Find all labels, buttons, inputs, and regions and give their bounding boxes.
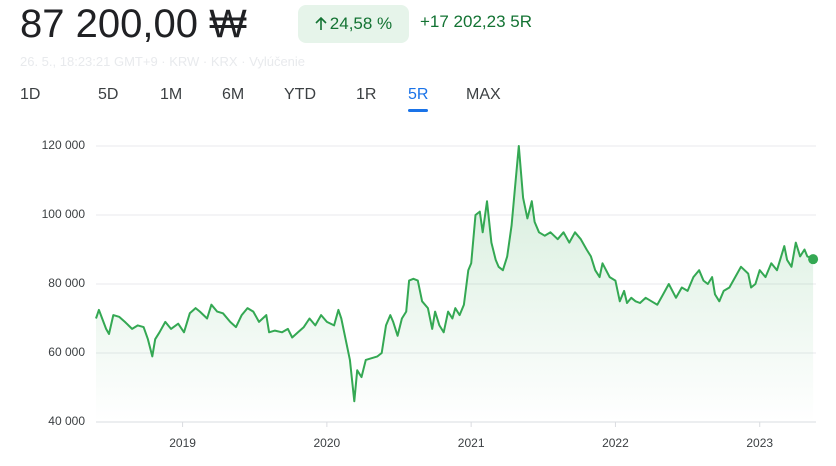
tab-slot: 5R xyxy=(408,84,466,112)
y-tick-label: 40 000 xyxy=(48,414,85,428)
tab-slot: 5D xyxy=(98,84,160,110)
y-tick-label: 60 000 xyxy=(48,345,85,359)
range-tab[interactable]: MAX xyxy=(466,86,501,103)
range-tab[interactable]: YTD xyxy=(284,86,316,103)
range-tab[interactable]: 1R xyxy=(356,86,377,103)
tab-slot: 1R xyxy=(356,84,408,110)
tab-slot: 1D xyxy=(20,84,98,110)
tab-slot: 6M xyxy=(222,84,284,110)
area xyxy=(96,146,814,422)
meta: 26. 5., 18:23:21 GMT+9 · KRW · KRX · Vyl… xyxy=(20,54,306,69)
range-tab[interactable]: 6M xyxy=(222,86,245,103)
y-tick-label: 100 000 xyxy=(42,207,86,221)
change-percent: 24,58 % xyxy=(329,14,393,33)
range-tab[interactable]: 5D xyxy=(98,86,119,103)
range-tab[interactable]: 1M xyxy=(160,86,183,103)
x-tick-label: 2021 xyxy=(458,436,485,450)
up-arrow-icon xyxy=(315,17,327,30)
range-tab[interactable]: 5R xyxy=(408,84,429,112)
change-line: +17 202,23 5R xyxy=(420,12,532,32)
tab-slot: YTD xyxy=(284,84,356,110)
price: 87 200,00 ₩ xyxy=(20,2,247,46)
range-tabs: 1D 5D 1M 6M YTD 1R 5R MAX xyxy=(20,84,526,112)
x-tick-label: 2019 xyxy=(169,436,196,450)
range-tab[interactable]: 1D xyxy=(20,86,41,103)
tab-slot: 1M xyxy=(160,84,222,110)
price-line xyxy=(95,145,814,403)
x-tick-label: 2022 xyxy=(602,436,629,450)
y-tick-label: 80 000 xyxy=(48,276,85,290)
tab-slot: MAX xyxy=(466,84,526,110)
change-abs: +17 202,23 xyxy=(420,12,506,31)
x-tick-label: 2023 xyxy=(746,436,773,450)
x-tick-label: 2020 xyxy=(314,436,341,450)
period: 5R xyxy=(510,12,533,31)
y-tick-label: 120 000 xyxy=(42,138,86,152)
last-point xyxy=(808,254,819,265)
change-chip: 24,58 % xyxy=(298,5,409,43)
